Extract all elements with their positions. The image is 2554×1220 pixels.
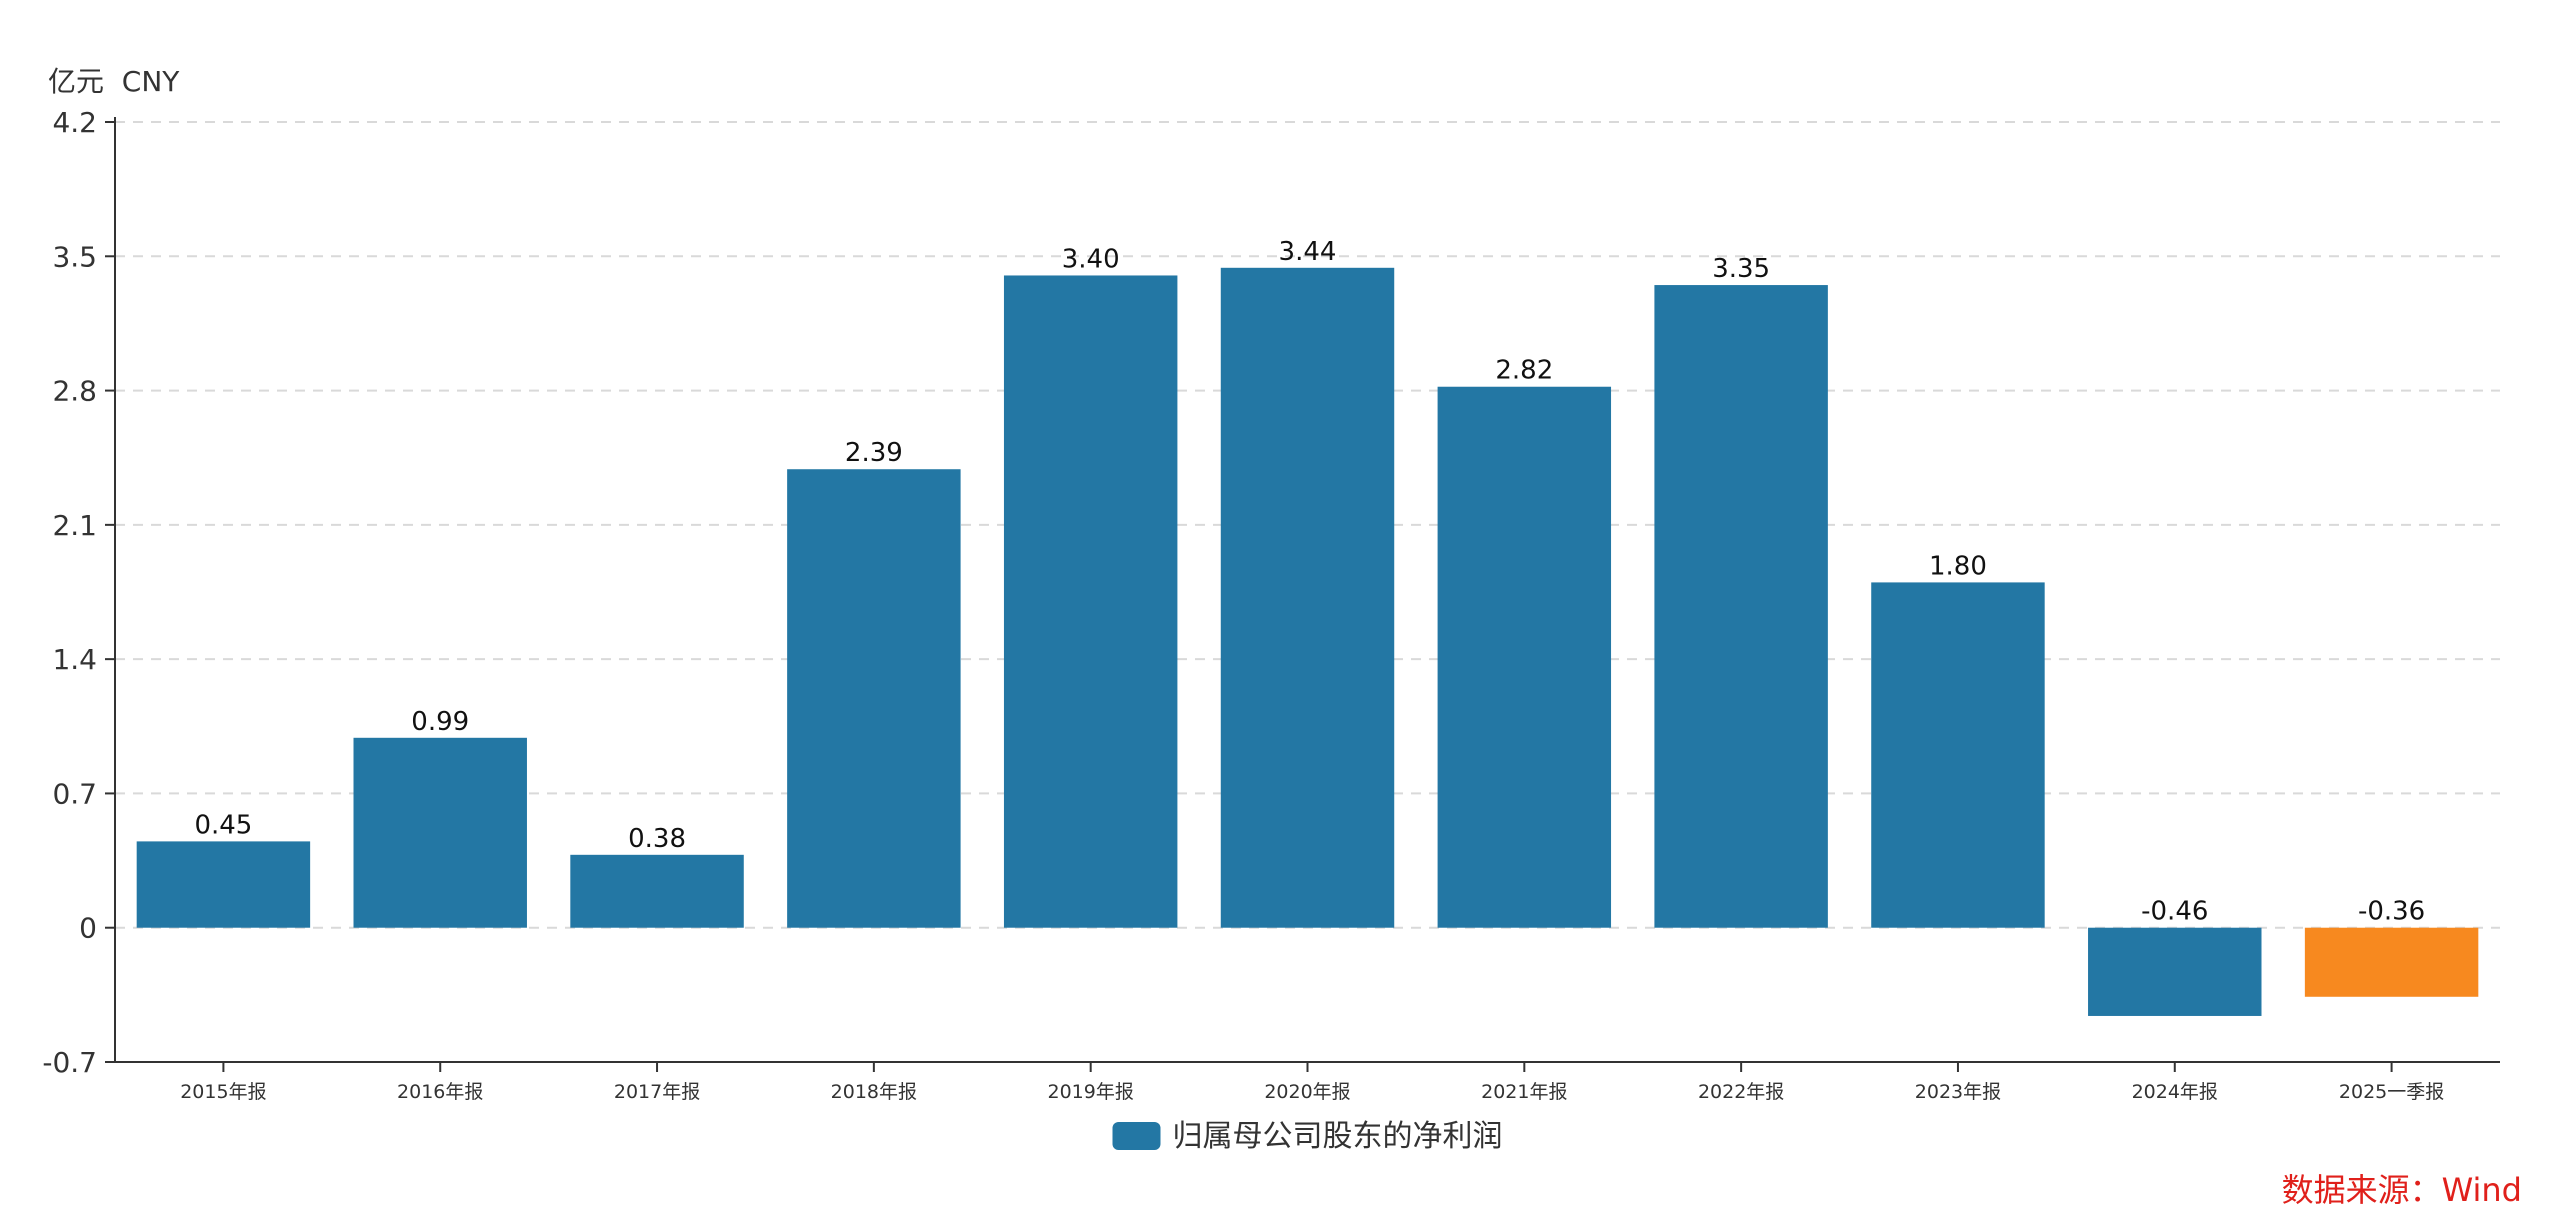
bar-2017年报[interactable] (570, 854, 744, 928)
bar-value-label: 0.99 (411, 707, 469, 737)
legend-swatch[interactable] (1112, 1122, 1161, 1150)
x-tick-label: 2024年报 (2132, 1081, 2218, 1103)
y-tick-label: 4.2 (52, 106, 97, 139)
bar-value-label: 3.35 (1712, 254, 1770, 284)
bar-value-label: 3.40 (1062, 244, 1120, 274)
legend[interactable]: 归属母公司股东的净利润 (1112, 1119, 1503, 1154)
bar-2021年报[interactable] (1437, 386, 1612, 928)
bar-value-label: 0.45 (194, 810, 252, 840)
y-tick-label: 0 (79, 912, 97, 945)
bar-value-label: 0.38 (628, 824, 686, 854)
bar-value-label: -0.36 (2358, 897, 2425, 927)
bar-2024年报[interactable] (2088, 927, 2262, 1016)
x-tick-label: 2021年报 (1481, 1081, 1567, 1103)
y-tick-label: -0.7 (42, 1046, 97, 1079)
x-tick-label: 2016年报 (397, 1081, 483, 1103)
x-tick-label: 2015年报 (180, 1081, 266, 1103)
y-tick-label: 0.7 (52, 777, 97, 810)
x-tick-label: 2022年报 (1698, 1081, 1784, 1103)
legend-label[interactable]: 归属母公司股东的净利润 (1173, 1119, 1503, 1154)
bar-value-label: 2.82 (1495, 356, 1553, 386)
bar-value-label: 2.39 (845, 438, 903, 468)
y-tick-label: 3.5 (52, 240, 97, 273)
data-source-label: 数据来源：Wind (2281, 1171, 2522, 1209)
bar-value-label: -0.46 (2141, 897, 2208, 927)
y-axis-unit-label: 亿元 CNY (48, 65, 180, 98)
x-tick-label: 2018年报 (831, 1081, 917, 1103)
bar-value-label: 3.44 (1279, 237, 1337, 267)
x-tick-label: 2017年报 (614, 1081, 700, 1103)
x-tick-label: 2020年报 (1264, 1081, 1350, 1103)
bar-2015年报[interactable] (136, 841, 311, 928)
bar-2023年报[interactable] (1871, 582, 2045, 928)
bar-2025一季报[interactable] (2304, 927, 2479, 997)
y-tick-label: 2.8 (52, 375, 97, 408)
bar-2016年报[interactable] (353, 737, 527, 928)
x-tick-label: 2019年报 (1048, 1081, 1134, 1103)
y-tick-label: 2.1 (52, 509, 97, 542)
bar-2022年报[interactable] (1654, 285, 1828, 928)
data-labels: 0.45 0.99 0.38 2.39 3.40 3.44 2.82 3.35 1.80 -0.4… (194, 237, 2425, 927)
x-tick-label: 2025一季报 (2339, 1081, 2444, 1103)
bar-2020年报[interactable] (1220, 267, 1395, 928)
x-tick-label: 2023年报 (1915, 1081, 2001, 1103)
y-tick-label: 1.4 (52, 643, 97, 676)
bars (136, 267, 2479, 1016)
bar-value-label: 1.80 (1929, 551, 1987, 581)
bar-2018年报[interactable] (787, 469, 961, 928)
bar-2019年报[interactable] (1003, 275, 1178, 928)
axes: 4.2 3.5 2.8 2.1 1.4 0.7 0 -0.7 2015年报 2016年报 2017年… (42, 106, 2500, 1103)
